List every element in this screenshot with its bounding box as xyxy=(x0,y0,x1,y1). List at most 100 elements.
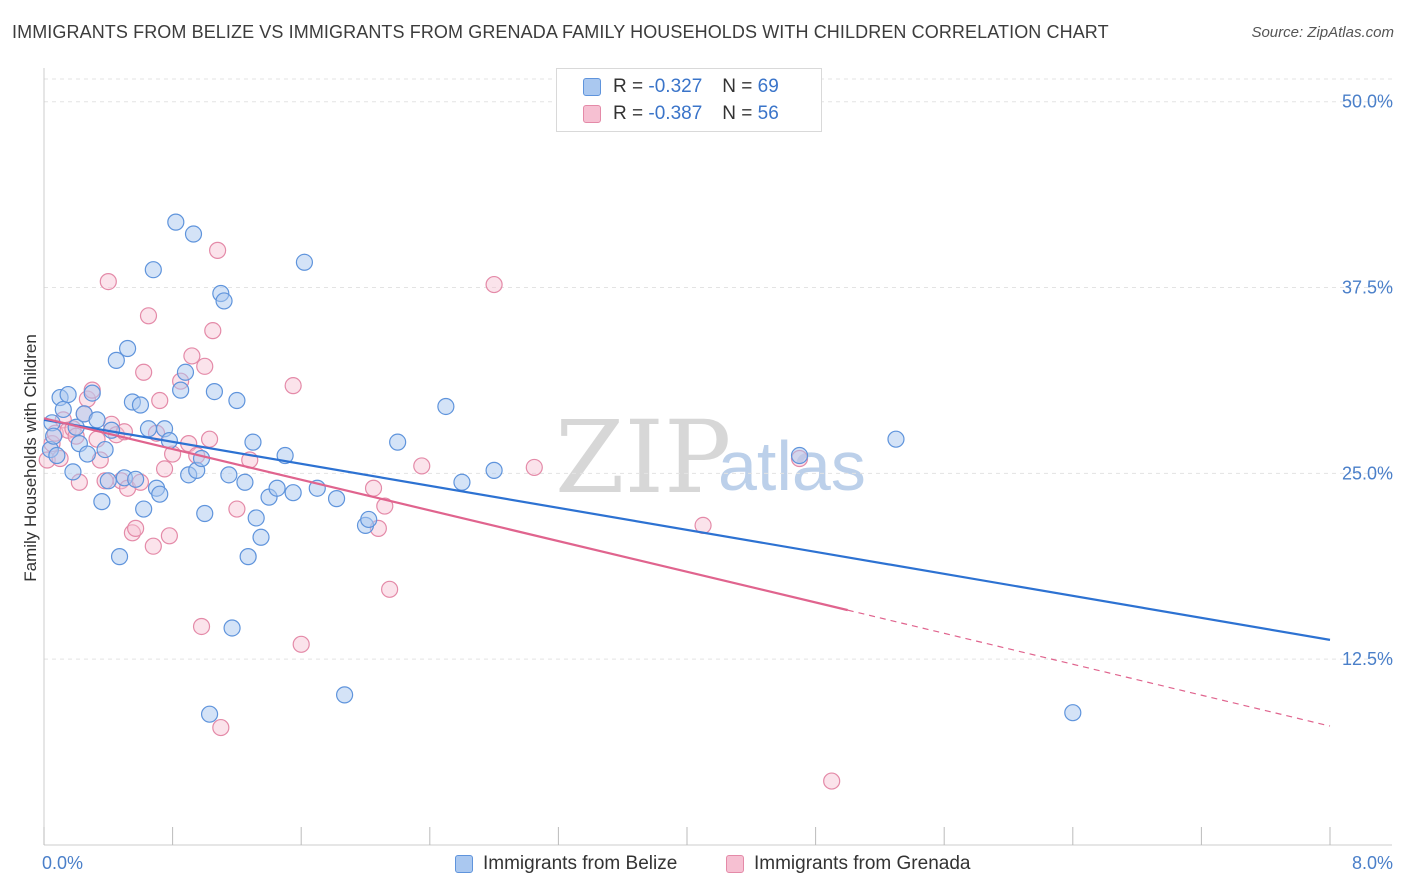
x-tick-label: 0.0% xyxy=(42,853,83,873)
belize-r-label: R = xyxy=(613,76,644,97)
belize-n-value: 69 xyxy=(757,76,779,97)
grenada-point xyxy=(155,460,174,478)
axes xyxy=(43,68,1392,846)
y-tick-label: 12.5% xyxy=(1342,649,1393,669)
grenada-point xyxy=(196,357,214,375)
chart-title: IMMIGRANTS FROM BELIZE VS IMMIGRANTS FRO… xyxy=(12,22,1109,42)
belize-point xyxy=(220,466,238,484)
belize-point xyxy=(192,449,211,468)
belize-point xyxy=(139,420,158,438)
belize-point xyxy=(48,446,66,465)
belize-point xyxy=(247,509,265,527)
legend-row-belize: R = -0.327 N = 69 xyxy=(583,75,779,99)
grenada-r-label: R = xyxy=(613,103,644,124)
grenada-point xyxy=(139,307,158,325)
bottom-legend-belize: Immigrants from Belize xyxy=(455,852,677,876)
watermark-zip: ZIP xyxy=(555,399,731,516)
belize-legend-label: Immigrants from Belize xyxy=(483,853,678,874)
x-tick-label: 8.0% xyxy=(1352,853,1393,873)
belize-point xyxy=(887,430,905,448)
grenada-point xyxy=(364,479,383,497)
belize-r-value: -0.327 xyxy=(648,76,703,97)
grenada-point xyxy=(151,391,169,410)
grenada-n-value: 56 xyxy=(757,103,779,124)
belize-point xyxy=(127,470,145,488)
grenada-point xyxy=(183,347,201,365)
belize-point xyxy=(295,253,314,271)
grenada-point xyxy=(144,537,162,555)
y-axis-title: Family Households with Children xyxy=(21,334,40,582)
belize-point xyxy=(83,384,101,402)
grenada-point xyxy=(212,718,230,737)
belize-point xyxy=(78,445,97,463)
belize-point xyxy=(327,490,346,508)
belize-point xyxy=(151,485,169,503)
belize-point xyxy=(453,473,471,491)
belize-point xyxy=(172,381,190,399)
belize-point xyxy=(118,339,137,358)
y-tick-label: 37.5% xyxy=(1342,278,1393,298)
belize-point xyxy=(360,510,378,529)
belize-point xyxy=(167,213,185,231)
belize-point xyxy=(205,383,223,401)
belize-point xyxy=(1064,704,1082,722)
belize-point xyxy=(135,500,153,518)
grenada-point xyxy=(204,322,222,340)
grenada-r-value: -0.387 xyxy=(648,103,703,124)
belize-point xyxy=(236,473,254,491)
belize-point xyxy=(93,493,111,511)
grenada-point xyxy=(485,275,503,294)
stats-legend: R = -0.327 N = 69 R = -0.387 N = 56 xyxy=(556,68,822,132)
y-tick-label: 25.0% xyxy=(1342,463,1393,483)
grenada-point xyxy=(823,772,841,790)
belize-point xyxy=(223,619,241,637)
watermark-atlas: atlas xyxy=(718,427,866,505)
belize-point xyxy=(252,528,270,546)
source-credit: Source: ZipAtlas.com xyxy=(1251,24,1394,41)
belize-point xyxy=(59,385,77,404)
belize-swatch xyxy=(583,78,601,96)
grenada-trend-line xyxy=(43,417,849,612)
grenada-trend-extension xyxy=(847,609,1331,727)
y-tick-label: 50.0% xyxy=(1342,92,1393,112)
grenada-point xyxy=(376,497,394,515)
belize-point xyxy=(268,479,286,497)
belize-point xyxy=(790,446,809,465)
grenada-point xyxy=(135,363,153,381)
grenada-point xyxy=(525,458,543,477)
grenada-point xyxy=(209,241,227,259)
belize-legend-swatch xyxy=(455,855,473,873)
belize-point xyxy=(110,548,129,566)
grenada-n-label: N = xyxy=(722,103,753,124)
belize-point xyxy=(45,427,63,445)
belize-point xyxy=(336,686,354,704)
belize-point xyxy=(99,472,117,490)
legend-row-grenada: R = -0.387 N = 56 xyxy=(583,102,779,126)
belize-point xyxy=(196,504,214,523)
grid-lines xyxy=(44,78,1392,660)
grenada-point xyxy=(413,457,431,475)
belize-point xyxy=(485,461,503,479)
belize-point xyxy=(215,292,233,310)
belize-point xyxy=(228,391,246,410)
grenada-swatch xyxy=(583,105,601,123)
belize-point xyxy=(96,440,114,459)
belize-point xyxy=(284,484,302,502)
grenada-legend-swatch xyxy=(726,855,744,873)
belize-point xyxy=(437,397,455,416)
belize-point xyxy=(200,705,219,723)
belize-point xyxy=(131,396,150,414)
belize-trend-line xyxy=(43,418,1331,641)
grenada-point xyxy=(284,377,302,395)
belize-point xyxy=(88,411,106,429)
belize-point xyxy=(107,351,125,369)
y-tick-labels: 12.5% 25.0% 37.5% 50.0% xyxy=(1342,92,1393,669)
belize-point xyxy=(64,463,82,481)
belize-point xyxy=(176,363,195,381)
bottom-legend-grenada: Immigrants from Grenada xyxy=(726,852,970,876)
grenada-point xyxy=(192,617,211,636)
belize-point xyxy=(54,400,72,419)
grenada-legend-label: Immigrants from Grenada xyxy=(754,853,971,874)
grenada-point xyxy=(127,519,145,537)
grenada-point xyxy=(381,580,399,598)
